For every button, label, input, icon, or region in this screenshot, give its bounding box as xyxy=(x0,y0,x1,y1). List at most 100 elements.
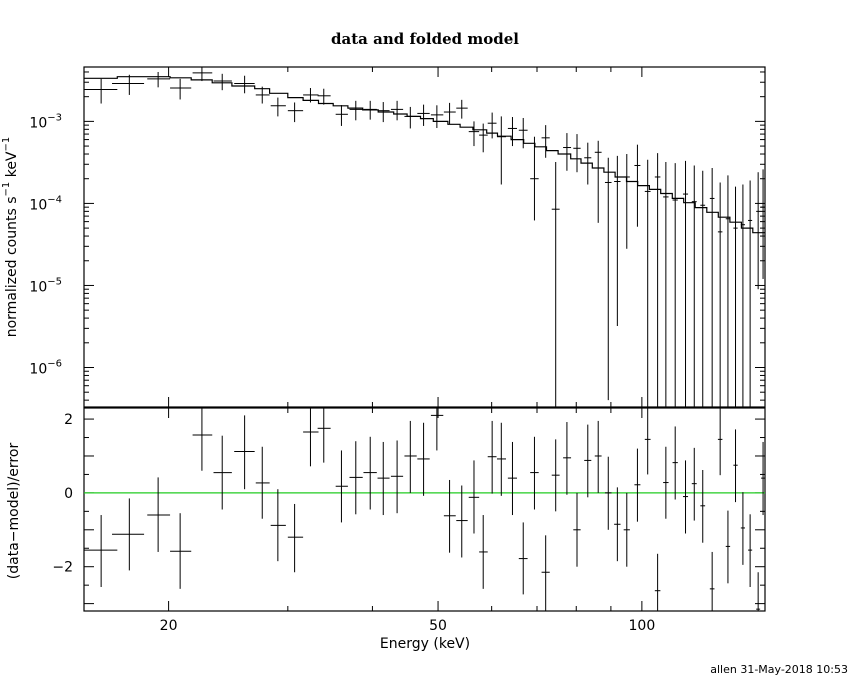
residual-point xyxy=(733,429,738,503)
data-point xyxy=(654,153,661,407)
residual-point xyxy=(691,447,697,521)
top-panel-ticks xyxy=(84,67,765,407)
data-point xyxy=(363,100,377,120)
data-point xyxy=(594,140,602,223)
residual-point xyxy=(740,492,745,565)
data-point xyxy=(487,112,497,139)
residual-point xyxy=(672,426,678,500)
residual-point xyxy=(518,522,528,595)
residual-point xyxy=(417,422,430,496)
y-tick-label: −2 xyxy=(52,560,73,576)
residual-point xyxy=(270,489,286,562)
folded-model-series xyxy=(84,76,765,234)
residual-point xyxy=(287,503,304,573)
data-series xyxy=(84,67,765,407)
residual-point xyxy=(725,510,731,584)
residual-point xyxy=(654,553,661,611)
residual-point xyxy=(468,460,480,534)
data-point xyxy=(270,97,286,117)
bottom-panel-ticks xyxy=(84,408,765,611)
data-point xyxy=(507,117,517,147)
data-point xyxy=(748,180,753,407)
data-point xyxy=(623,154,630,249)
data-point xyxy=(761,169,765,279)
data-point xyxy=(518,117,528,149)
bottom-panel-border xyxy=(83,407,766,612)
residual-point xyxy=(363,436,377,510)
residual-point xyxy=(614,487,621,562)
data-point xyxy=(563,133,572,171)
data-point xyxy=(663,161,669,407)
data-point xyxy=(417,104,430,126)
residual-point xyxy=(303,408,319,467)
residual-point xyxy=(487,420,497,494)
residual-point xyxy=(404,420,417,493)
residual-point xyxy=(349,441,363,515)
residual-point xyxy=(584,424,592,498)
data-point xyxy=(691,165,697,407)
residual-point xyxy=(604,456,612,530)
x-tick-label: 100 xyxy=(629,618,656,634)
data-point xyxy=(541,125,550,158)
data-point xyxy=(317,88,331,105)
data-point xyxy=(404,106,417,129)
data-point xyxy=(335,105,348,126)
residual-point xyxy=(213,435,232,510)
data-point xyxy=(430,105,444,129)
residual-point xyxy=(644,408,651,475)
y-tick-label: 10−3 xyxy=(29,112,62,131)
residual-point xyxy=(573,492,581,567)
residual-point xyxy=(551,439,560,512)
residual-point xyxy=(717,408,723,476)
residual-point xyxy=(748,514,753,588)
x-axis-tick-labels: 20 50 100 xyxy=(160,618,656,634)
data-point xyxy=(170,78,192,100)
data-point xyxy=(84,78,118,104)
residual-point xyxy=(507,441,517,516)
top-y-axis-label: normalized counts s−1 keV−1 xyxy=(1,137,20,338)
data-point xyxy=(584,142,592,185)
chart-title: data and folded model xyxy=(331,30,519,48)
data-point xyxy=(682,160,689,407)
data-point xyxy=(573,134,581,173)
data-point xyxy=(479,123,488,153)
data-point xyxy=(672,163,678,407)
x-tick-label: 50 xyxy=(429,618,447,634)
data-point xyxy=(614,155,621,327)
data-point xyxy=(112,74,145,95)
residual-point xyxy=(192,408,213,471)
data-point xyxy=(468,121,480,147)
data-point xyxy=(740,184,745,407)
data-point xyxy=(349,100,363,121)
residual-point xyxy=(709,551,715,611)
residual-point xyxy=(663,446,669,519)
residual-point xyxy=(479,515,488,589)
y-tick-label: 10−6 xyxy=(29,358,62,377)
top-y-axis-label-text: normalized counts s−1 keV−1 xyxy=(1,137,20,338)
data-point xyxy=(733,186,738,407)
data-point xyxy=(287,102,304,123)
data-point xyxy=(497,116,507,185)
residual-point xyxy=(563,422,572,495)
residual-point xyxy=(84,515,118,588)
residual-point xyxy=(756,572,761,611)
y-tick-label: 2 xyxy=(64,412,73,428)
residual-point xyxy=(234,415,255,490)
y-tick-label: 10−4 xyxy=(29,194,62,213)
data-point xyxy=(213,73,232,91)
residual-point xyxy=(430,408,444,451)
residual-point xyxy=(170,513,192,589)
data-point xyxy=(756,172,761,290)
data-point xyxy=(390,100,404,121)
residual-series xyxy=(84,408,765,611)
data-point xyxy=(234,75,255,94)
footer-timestamp: allen 31-May-2018 10:53 xyxy=(710,663,848,676)
y-tick-label: 0 xyxy=(64,486,73,502)
data-point xyxy=(551,161,560,407)
x-tick-label: 20 xyxy=(160,618,178,634)
residual-point xyxy=(682,460,689,534)
residual-point xyxy=(335,450,348,523)
data-point xyxy=(456,99,468,119)
